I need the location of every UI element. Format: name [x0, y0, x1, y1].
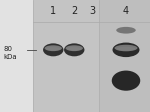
Ellipse shape: [66, 45, 83, 51]
Text: 3: 3: [89, 6, 95, 16]
Ellipse shape: [115, 45, 138, 51]
Ellipse shape: [116, 27, 136, 34]
Ellipse shape: [112, 43, 140, 57]
Text: 2: 2: [71, 6, 77, 16]
Ellipse shape: [46, 47, 60, 51]
Text: 80
kDa: 80 kDa: [3, 46, 17, 60]
FancyBboxPatch shape: [0, 0, 33, 112]
Ellipse shape: [67, 47, 81, 51]
FancyBboxPatch shape: [33, 0, 99, 112]
Ellipse shape: [117, 47, 135, 51]
Text: 1: 1: [50, 6, 56, 16]
Ellipse shape: [43, 43, 63, 56]
Ellipse shape: [45, 45, 62, 51]
Text: 4: 4: [123, 6, 129, 16]
FancyBboxPatch shape: [99, 0, 150, 112]
Ellipse shape: [112, 71, 140, 91]
Ellipse shape: [64, 43, 84, 56]
